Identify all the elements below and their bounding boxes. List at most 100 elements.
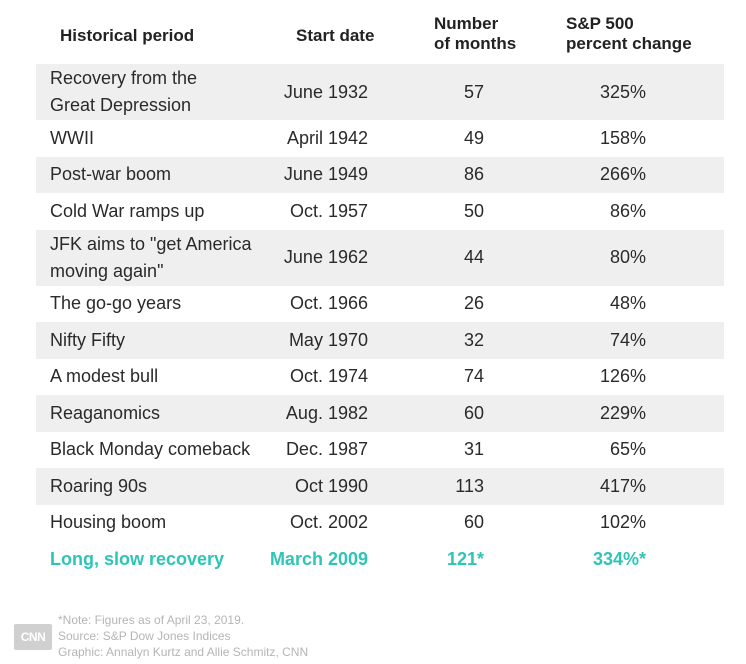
period-line2: Great Depression: [50, 95, 192, 115]
period-line2: moving again": [50, 260, 164, 281]
cell-number-of-months: 49: [463, 127, 484, 148]
period-line1: Black Monday comeback: [50, 439, 251, 460]
table-header: Historical period Start date Number of m…: [36, 12, 724, 64]
cell-number-of-months: 86: [463, 164, 484, 185]
cell-percent-change: 48%: [609, 293, 646, 314]
cell-start-date: Oct. 1966: [289, 293, 368, 314]
period-line1: JFK aims to "get America: [50, 233, 252, 254]
cell-start-date: March 2009: [269, 548, 368, 569]
period-text: Nifty Fifty: [50, 327, 125, 354]
header-months-line2: of months: [434, 34, 517, 53]
header-start-date: Start date: [296, 26, 375, 45]
cell-percent-change: 86%: [609, 200, 646, 221]
period-text: The go-go years: [50, 290, 181, 317]
cell-number-of-months: 57: [463, 81, 484, 102]
cell-percent-change: 65%: [609, 439, 646, 460]
period-line1: Long, slow recovery: [50, 548, 225, 569]
cell-percent-change: 334%*: [592, 548, 646, 569]
table-row: Post-war boom June 1949 86 266%: [36, 156, 724, 194]
table-row: JFK aims to "get America moving again" Jun…: [36, 229, 724, 286]
period-line1: Recovery from the: [50, 68, 198, 88]
cell-historical-period: Black Monday comeback: [50, 432, 290, 469]
cell-historical-period: Long, slow recovery: [50, 541, 290, 578]
cell-historical-period: Post-war boom: [50, 157, 290, 194]
period-line1: Reaganomics: [50, 402, 161, 423]
table-row: A modest bull Oct. 1974 74 126%: [36, 359, 724, 396]
cell-number-of-months: 50: [463, 200, 484, 221]
period-line1: Housing boom: [50, 512, 167, 533]
cell-percent-change: 229%: [599, 402, 646, 423]
table-row: Black Monday comeback Dec. 1987 31 65%: [36, 432, 724, 469]
period-line1: A modest bull: [50, 366, 159, 387]
cell-number-of-months: 121*: [446, 548, 484, 569]
period-line1: Nifty Fifty: [50, 329, 125, 350]
footer-note: *Note: Figures as of April 23, 2019.: [58, 613, 245, 627]
cell-number-of-months: 60: [463, 402, 484, 423]
cell-start-date: Oct. 2002: [289, 512, 368, 533]
period-text: Long, slow recovery: [50, 546, 224, 573]
cell-start-date: June 1962: [283, 247, 368, 267]
period-line1: WWII: [50, 127, 94, 148]
cell-start-date: May 1970: [288, 329, 368, 350]
header-historical-period: Historical period: [60, 26, 195, 45]
period-text: Black Monday comeback: [50, 436, 250, 463]
period-line1: Cold War ramps up: [50, 200, 205, 221]
footer-source: Source: S&P Dow Jones Indices: [58, 629, 231, 643]
cell-historical-period: Nifty Fifty: [50, 322, 290, 359]
cell-number-of-months: 32: [463, 329, 484, 350]
cell-start-date: April 1942: [286, 127, 368, 148]
table-row: Long, slow recovery March 2009 121* 334%*: [36, 541, 724, 578]
cell-number-of-months: 113: [455, 475, 484, 496]
period-text: Housing boom: [50, 509, 166, 536]
data-table: Historical period Start date Number of m…: [36, 12, 724, 578]
header-number-of-months: Number of months: [434, 14, 516, 54]
cell-historical-period: Roaring 90s: [50, 468, 290, 505]
cnn-logo: CNN: [14, 624, 52, 650]
cell-historical-period: Cold War ramps up: [50, 193, 290, 230]
header-change-line2: percent change: [566, 34, 692, 53]
cell-percent-change: 417%: [599, 475, 646, 496]
cell-start-date: Dec. 1987: [285, 439, 368, 460]
footer: *Note: Figures as of April 23, 2019. Sou…: [58, 612, 308, 660]
header-months-line1: Number: [434, 14, 499, 33]
cell-historical-period: Recovery from the Great Depression: [50, 64, 290, 120]
footer-credit: Graphic: Annalyn Kurtz and Allie Schmitz…: [58, 645, 309, 659]
cell-percent-change: 80%: [609, 247, 646, 267]
header-sp500-percent-change: S&P 500 percent change: [566, 14, 692, 54]
cell-percent-change: 158%: [599, 127, 646, 148]
period-text: Recovery from the Great Depression: [50, 65, 197, 119]
cell-start-date: Oct. 1974: [289, 366, 368, 387]
table-row: Reaganomics Aug. 1982 60 229%: [36, 395, 724, 432]
cell-number-of-months: 31: [463, 439, 484, 460]
table-row: The go-go years Oct. 1966 26 48%: [36, 286, 724, 323]
cell-start-date: June 1949: [283, 164, 368, 185]
cell-start-date: Oct. 1957: [289, 200, 368, 221]
cell-historical-period: JFK aims to "get America moving again": [50, 230, 290, 286]
cell-number-of-months: 60: [463, 512, 484, 533]
cell-historical-period: WWII: [50, 120, 290, 157]
table-row: Nifty Fifty May 1970 32 74%: [36, 322, 724, 359]
table-row: Cold War ramps up Oct. 1957 50 86%: [36, 193, 724, 230]
period-line1: Roaring 90s: [50, 475, 148, 496]
cell-start-date: Oct 1990: [294, 475, 368, 496]
cell-percent-change: 126%: [599, 366, 646, 387]
cell-percent-change: 325%: [599, 81, 646, 102]
cell-number-of-months: 26: [463, 293, 484, 314]
cell-percent-change: 74%: [609, 329, 646, 350]
cell-percent-change: 102%: [599, 512, 646, 533]
period-text: Roaring 90s: [50, 473, 147, 500]
period-text: Cold War ramps up: [50, 198, 204, 225]
period-line1: Post-war boom: [50, 164, 172, 185]
table-row: Housing boom Oct. 2002 60 102%: [36, 505, 724, 542]
cell-percent-change: 266%: [599, 164, 646, 185]
period-text: WWII: [50, 125, 94, 152]
period-text: A modest bull: [50, 363, 158, 390]
table-body: Recovery from the Great Depression June 19…: [36, 64, 724, 578]
cell-historical-period: Reaganomics: [50, 395, 290, 432]
cell-number-of-months: 74: [463, 366, 484, 387]
table-row: Recovery from the Great Depression June 19…: [36, 64, 724, 120]
period-text: Reaganomics: [50, 400, 160, 427]
table-row: Roaring 90s Oct 1990 113 417%: [36, 468, 724, 505]
header-change-line1: S&P 500: [566, 14, 634, 33]
period-text: Post-war boom: [50, 161, 171, 188]
